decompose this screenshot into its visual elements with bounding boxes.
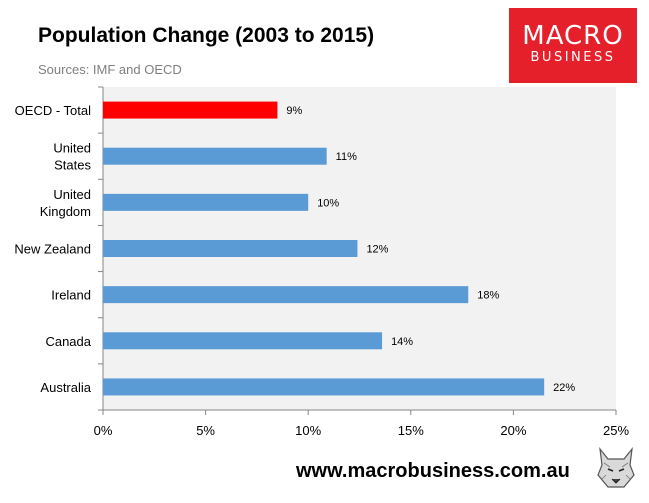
category-label: OECD - Total xyxy=(15,103,91,118)
data-label: 22% xyxy=(553,382,575,394)
category-label: Canada xyxy=(45,334,91,349)
x-tick-label: 15% xyxy=(398,423,424,438)
data-label: 14% xyxy=(391,336,413,348)
category-label: United xyxy=(53,141,91,156)
x-tick-label: 5% xyxy=(196,423,215,438)
category-label: Ireland xyxy=(51,288,91,303)
data-label: 10% xyxy=(317,197,339,209)
wolf-mascot-icon xyxy=(594,445,638,491)
logo-text-bottom: BUSINESS xyxy=(530,50,616,65)
bar xyxy=(103,240,358,257)
chart-subtitle: Sources: IMF and OECD xyxy=(38,62,182,77)
x-tick-label: 10% xyxy=(295,423,321,438)
category-label: States xyxy=(54,158,91,173)
x-tick-label: 20% xyxy=(500,423,526,438)
data-label: 18% xyxy=(477,290,499,302)
logo-text-top: MACRO xyxy=(522,21,624,51)
bar xyxy=(103,101,278,119)
bar xyxy=(103,286,469,304)
x-tick-label: 25% xyxy=(603,423,629,438)
macrobusiness-logo: MACRO BUSINESS xyxy=(509,8,637,83)
bar xyxy=(103,147,327,165)
bar xyxy=(103,378,545,396)
category-label: New Zealand xyxy=(14,242,91,257)
category-label: United xyxy=(53,187,91,202)
data-label: 11% xyxy=(336,151,357,163)
page-title: Population Change (2003 to 2015) xyxy=(38,24,375,47)
data-label: 9% xyxy=(286,105,302,117)
bar xyxy=(103,332,383,350)
data-label: 12% xyxy=(366,244,388,256)
category-label: Australia xyxy=(40,380,91,395)
website-url: www.macrobusiness.com.au xyxy=(296,460,570,482)
bar xyxy=(103,193,309,211)
category-label: Kingdom xyxy=(40,204,91,219)
x-tick-label: 0% xyxy=(94,423,113,438)
